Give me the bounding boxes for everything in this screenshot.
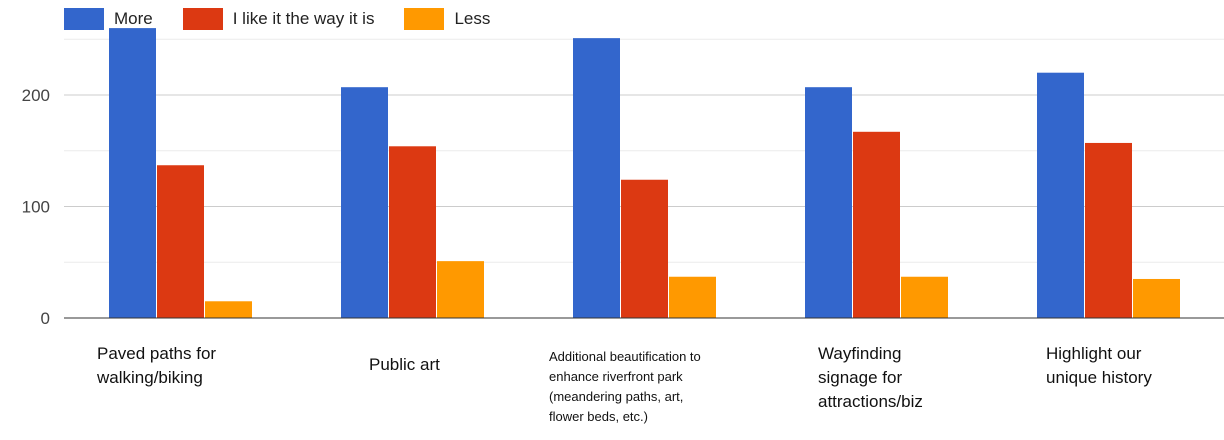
x-category-label: Paved paths for walking/biking xyxy=(97,342,216,390)
y-tick-label: 0 xyxy=(41,309,50,328)
bars xyxy=(109,28,1180,318)
bar-like-it xyxy=(621,179,668,318)
bar-less xyxy=(901,276,948,318)
x-category-label-line: enhance riverfront park xyxy=(549,369,683,384)
x-category-label-line: signage for xyxy=(818,368,903,387)
bar-like-it xyxy=(389,146,436,318)
x-category-label: Highlight our unique history xyxy=(1046,342,1152,390)
bar-more xyxy=(805,87,852,318)
y-tick-label: 200 xyxy=(22,86,50,105)
x-category-label-line: walking/biking xyxy=(97,368,203,387)
bar-like-it xyxy=(853,131,900,318)
gridlines xyxy=(64,38,1224,263)
bar-less xyxy=(1133,278,1180,318)
x-category-label-line: flower beds, etc.) xyxy=(549,409,648,424)
x-category-label-line: Additional beautification to xyxy=(549,349,701,364)
legend-item-more: More xyxy=(64,8,153,30)
x-category-label-line: Highlight our xyxy=(1046,344,1142,363)
bar-more xyxy=(109,28,156,318)
x-category-label-line: Paved paths for xyxy=(97,344,217,363)
x-category-label-line: Wayfinding xyxy=(818,344,902,363)
legend-label-like-it: I like it the way it is xyxy=(232,9,375,28)
legend-swatch-less xyxy=(404,8,445,30)
legend-swatch-more xyxy=(64,8,104,30)
bar-like-it xyxy=(157,165,204,318)
x-category-label: Wayfinding signage for attractions/biz xyxy=(818,342,923,414)
legend-label-more: More xyxy=(114,9,153,28)
legend-swatch-like-it xyxy=(182,8,223,30)
x-category-label-line: unique history xyxy=(1046,368,1152,387)
bar-more xyxy=(1037,72,1084,318)
legend: More I like it the way it is Less xyxy=(64,6,520,32)
bar-like-it xyxy=(1085,142,1132,318)
legend-item-less: Less xyxy=(404,8,490,30)
x-category-label-line: attractions/biz xyxy=(818,392,923,411)
x-category-label: Public art xyxy=(369,353,440,377)
legend-label-less: Less xyxy=(454,9,491,28)
bar-less xyxy=(669,276,716,318)
y-tick-label: 100 xyxy=(22,198,50,217)
x-category-label-line: (meandering paths, art, xyxy=(549,389,684,404)
x-category-label: Additional beautification to enhance rive… xyxy=(549,347,701,427)
bar-more xyxy=(341,87,388,318)
bar-less xyxy=(205,301,252,318)
legend-item-like-it: I like it the way it is xyxy=(182,8,375,30)
bar-more xyxy=(573,38,620,318)
bar-less xyxy=(437,261,484,318)
x-category-label-line: Public art xyxy=(369,355,440,374)
y-axis-ticks: 0 100 200 xyxy=(22,86,50,328)
